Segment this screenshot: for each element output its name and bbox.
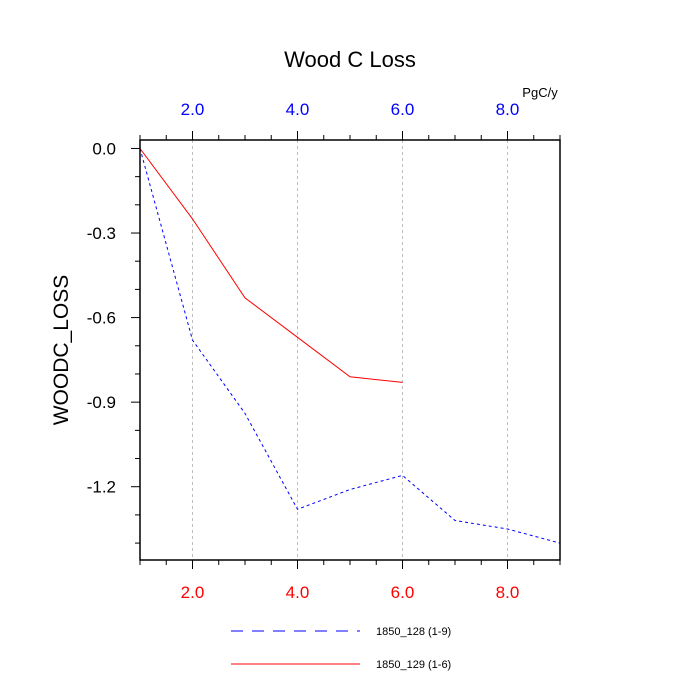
y-axis-label: WOODC_LOSS	[50, 275, 73, 426]
y-tick-label-2: -0.6	[87, 309, 116, 328]
x-tick-label-bottom-0: 2.0	[181, 583, 205, 602]
units-label: PgC/y	[522, 85, 558, 100]
y-tick-label-1: -0.3	[87, 224, 116, 243]
x-tick-label-bottom-1: 4.0	[286, 583, 310, 602]
legend-label-1: 1850_129 (1-6)	[376, 659, 451, 671]
x-tick-label-bottom-2: 6.0	[391, 583, 415, 602]
series-lines	[139, 148, 561, 544]
grid-lines	[192, 140, 508, 560]
tick-labels: 2.0 2.0 4.0 4.0 6.0 6.0 8.0 8.0 0.0 -0.3 -0.6 -0.9 -…	[87, 100, 520, 602]
series-line-1	[139, 148, 403, 383]
legend-label-0: 1850_128 (1-9)	[376, 626, 451, 638]
legend: 1850_128 (1-9) 1850_129 (1-6)	[231, 626, 451, 671]
x-tick-label-top-2: 6.0	[391, 100, 415, 119]
y-tick-label-3: -0.9	[87, 393, 116, 412]
x-tick-label-top-0: 2.0	[181, 100, 205, 119]
chart-title: Wood C Loss	[284, 47, 416, 72]
x-tick-label-bottom-3: 8.0	[496, 583, 520, 602]
plot-frame	[139, 139, 561, 561]
series-line-0	[139, 148, 561, 544]
x-tick-label-top-3: 8.0	[496, 100, 520, 119]
y-tick-label-0: 0.0	[92, 139, 116, 158]
axis-ticks	[131, 131, 561, 569]
x-tick-label-top-1: 4.0	[286, 100, 310, 119]
y-tick-label-4: -1.2	[87, 478, 116, 497]
